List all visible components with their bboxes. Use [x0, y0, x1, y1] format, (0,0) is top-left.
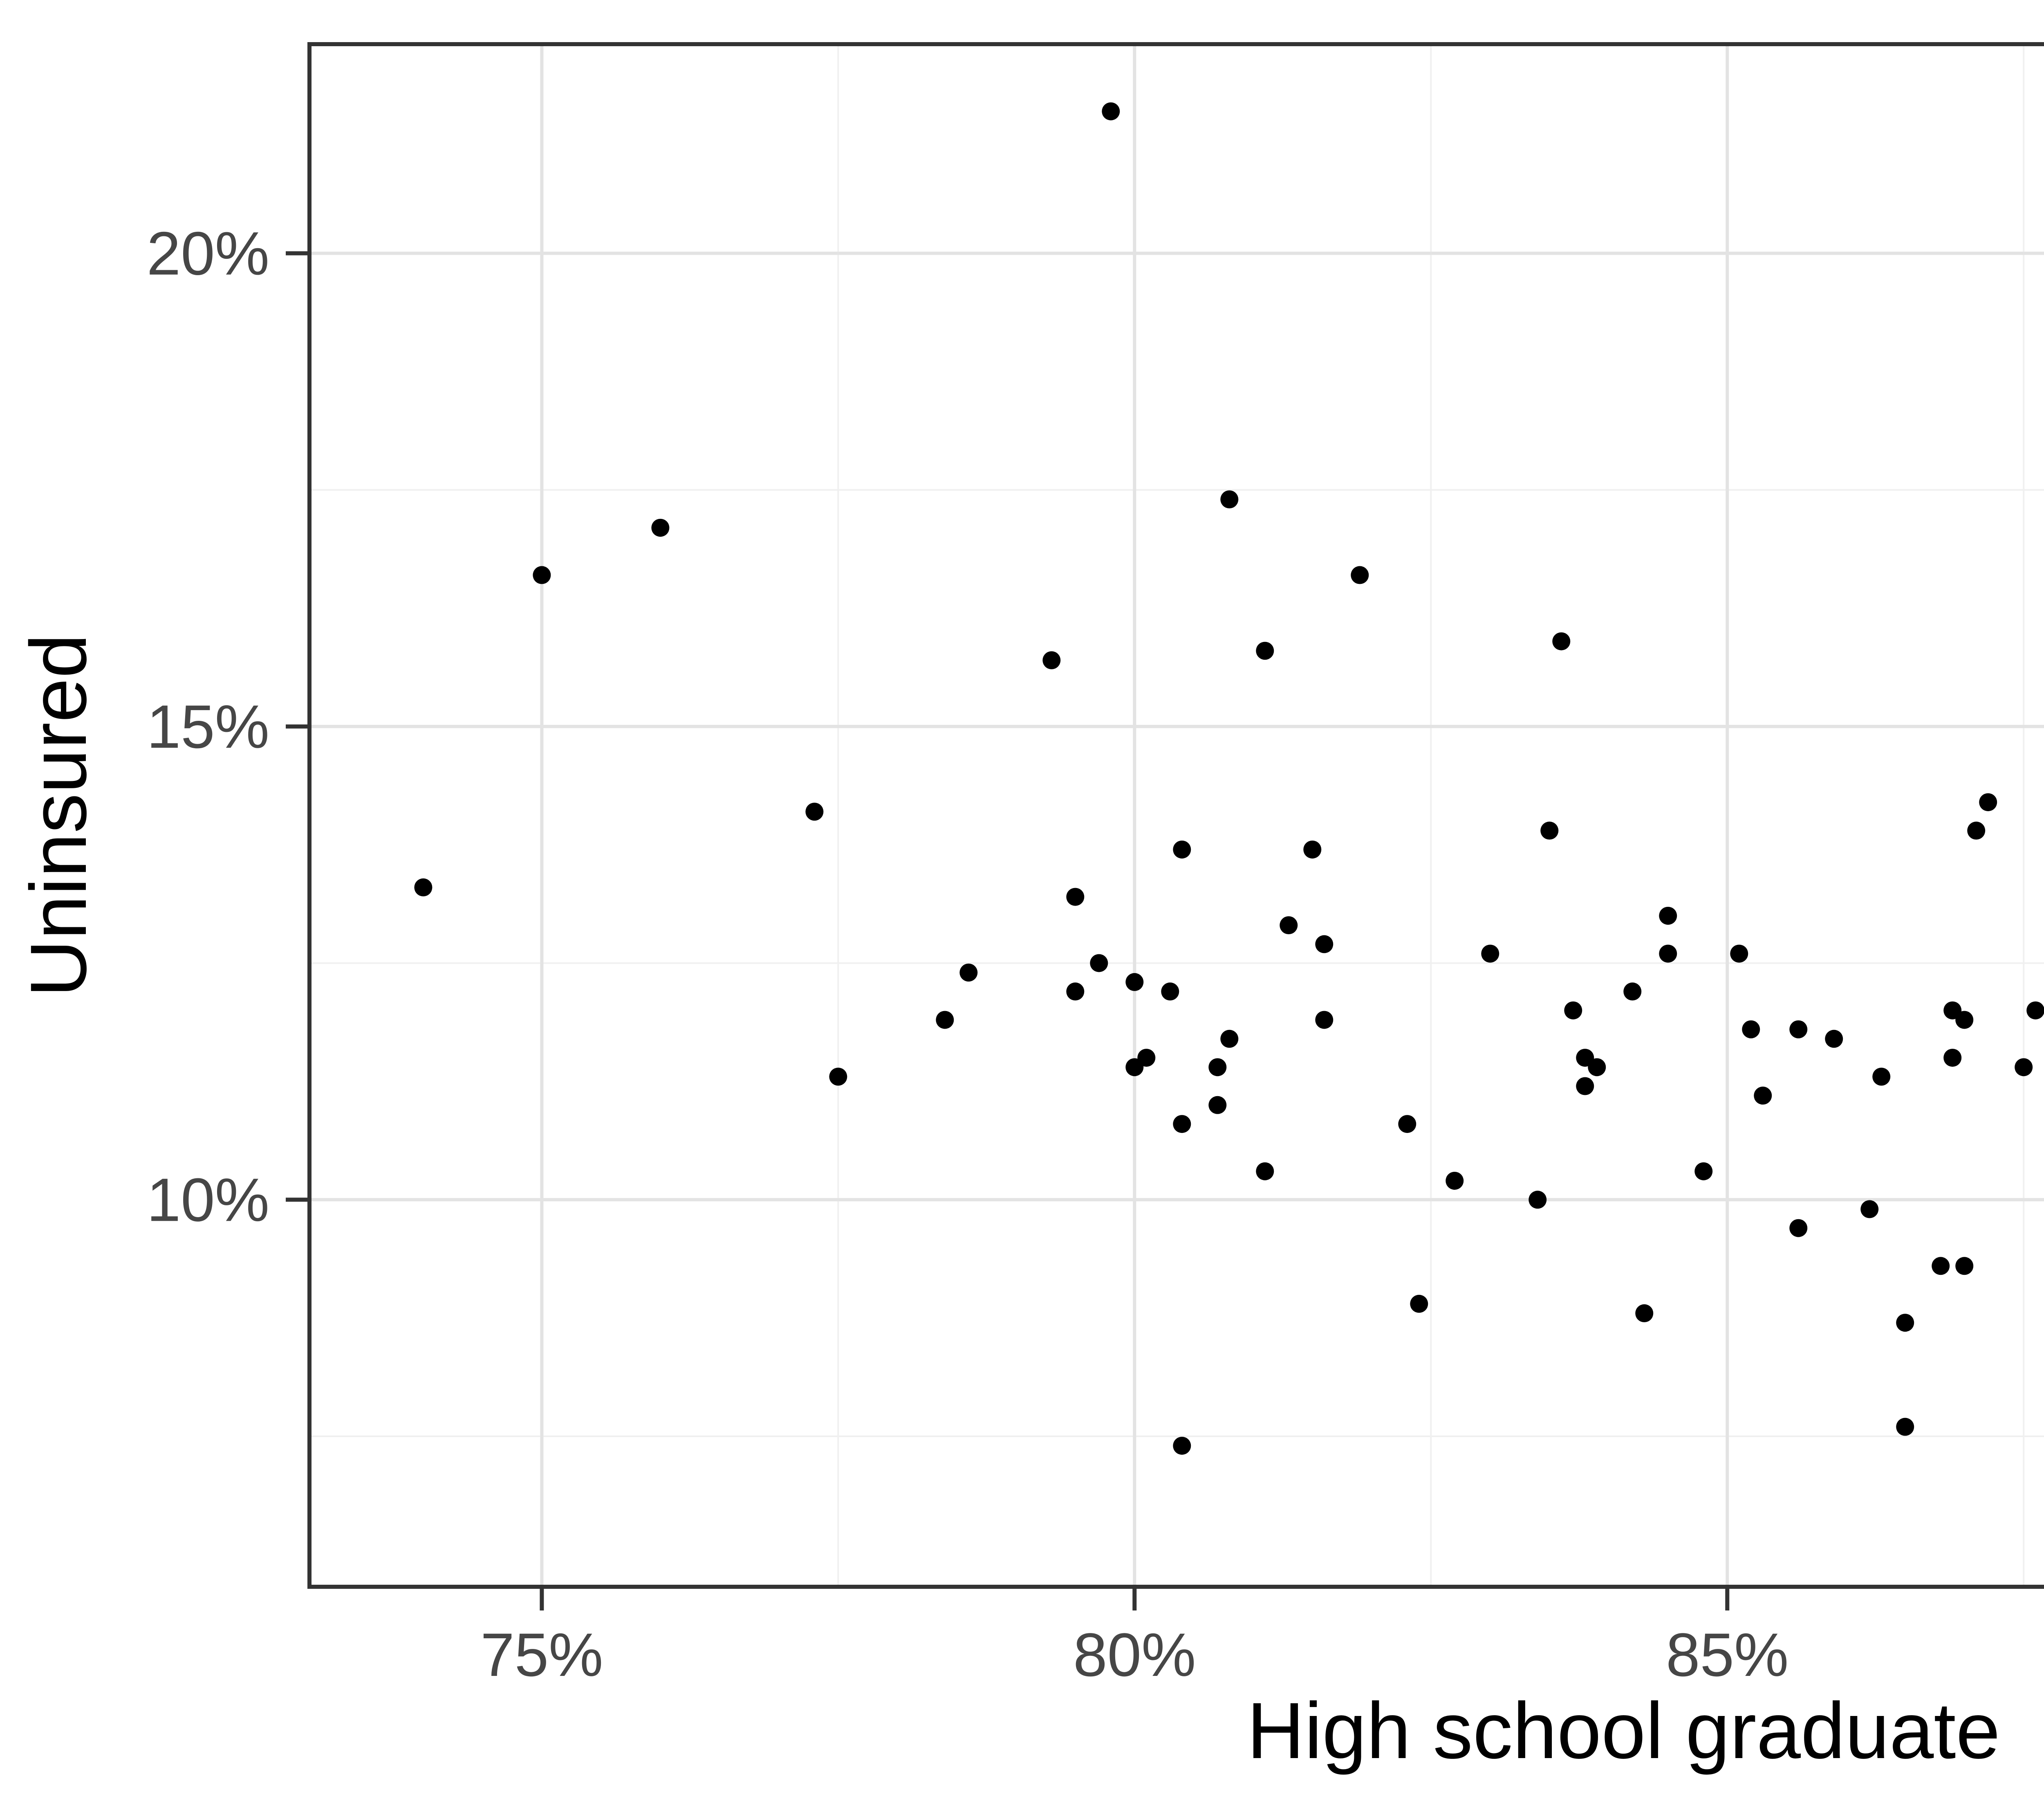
- data-point: [1730, 944, 1748, 963]
- data-point: [1173, 840, 1191, 859]
- data-point: [1789, 1219, 1808, 1237]
- data-point: [805, 803, 824, 821]
- data-point: [1208, 1096, 1227, 1114]
- data-point: [1315, 1011, 1334, 1029]
- data-point: [1576, 1077, 1594, 1095]
- data-point: [1943, 1049, 1962, 1067]
- data-point: [1256, 641, 1274, 660]
- data-point: [1588, 1058, 1606, 1077]
- data-point: [1564, 1001, 1582, 1020]
- data-point: [1967, 821, 1986, 840]
- x-axis-tick-label: 85%: [1666, 1620, 1788, 1689]
- data-point: [1872, 1068, 1891, 1086]
- data-point: [1256, 1162, 1274, 1180]
- y-axis-title: Uninsured: [14, 634, 103, 997]
- data-point: [1896, 1418, 1914, 1436]
- data-point: [1979, 793, 1997, 812]
- data-point: [2026, 1001, 2044, 1020]
- data-point: [1315, 935, 1334, 953]
- data-point: [1932, 1257, 1950, 1275]
- data-point: [1955, 1011, 1974, 1029]
- data-point: [1303, 840, 1322, 859]
- data-point: [1659, 906, 1677, 925]
- data-point: [1825, 1029, 1843, 1048]
- data-point: [1398, 1115, 1416, 1133]
- data-point: [533, 566, 551, 584]
- data-point: [1125, 1058, 1144, 1077]
- data-point: [1529, 1191, 1547, 1209]
- data-point: [1955, 1257, 1974, 1275]
- data-point: [1125, 973, 1144, 991]
- data-point: [936, 1011, 954, 1029]
- data-point: [1540, 821, 1559, 840]
- x-axis-tick-label: 80%: [1073, 1620, 1196, 1689]
- data-point: [1552, 632, 1571, 650]
- data-point: [1742, 1020, 1760, 1038]
- data-point: [414, 878, 433, 897]
- data-point: [1066, 982, 1085, 1001]
- data-point: [1635, 1304, 1654, 1323]
- data-point: [2015, 1058, 2033, 1077]
- data-point: [1173, 1437, 1191, 1455]
- y-axis-tick-label: 15%: [147, 692, 269, 761]
- data-point: [959, 963, 978, 982]
- x-axis-tick-label: 75%: [480, 1620, 603, 1689]
- panel-border: [307, 42, 2044, 1589]
- data-point: [1860, 1200, 1879, 1218]
- data-point: [1066, 888, 1085, 906]
- data-point: [1694, 1162, 1713, 1180]
- data-point: [1208, 1058, 1227, 1077]
- data-point: [1090, 954, 1108, 972]
- y-axis-tick-label: 20%: [147, 219, 269, 288]
- data-point: [1789, 1020, 1808, 1038]
- data-point: [829, 1068, 847, 1086]
- data-point: [1173, 1115, 1191, 1133]
- panel-background: [309, 44, 2044, 1587]
- data-point: [1161, 982, 1179, 1001]
- data-point: [1351, 566, 1369, 584]
- data-point: [1896, 1314, 1914, 1332]
- data-point: [1481, 944, 1499, 963]
- data-point: [1410, 1294, 1428, 1313]
- y-axis-tick-label: 10%: [147, 1165, 269, 1234]
- data-point: [1220, 1029, 1239, 1048]
- data-point: [1446, 1171, 1464, 1190]
- data-point: [1623, 982, 1642, 1001]
- data-point: [1659, 944, 1677, 963]
- data-point: [651, 518, 670, 537]
- data-point: [1042, 651, 1061, 669]
- data-point: [1280, 916, 1298, 935]
- data-point: [1220, 490, 1239, 509]
- x-axis-title: High school graduate: [1247, 1686, 2000, 1775]
- data-point: [1754, 1086, 1772, 1105]
- data-point: [1102, 102, 1120, 121]
